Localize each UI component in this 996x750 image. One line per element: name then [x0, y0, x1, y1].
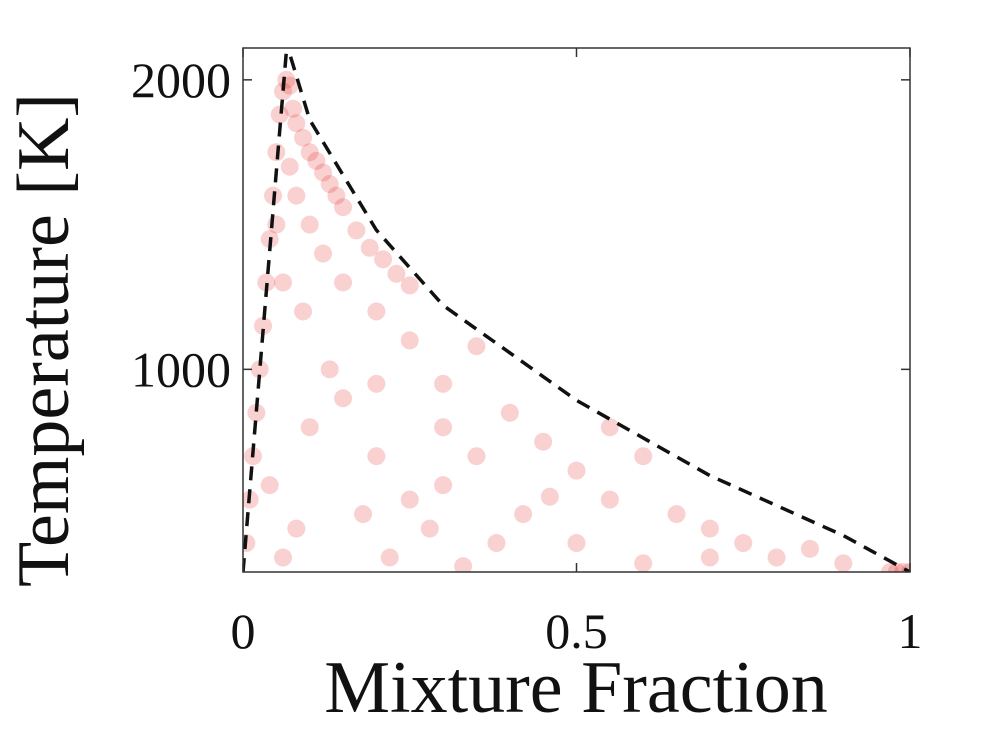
scatter-point — [387, 264, 406, 283]
scatter-point — [270, 105, 289, 124]
scatter-point — [354, 505, 373, 524]
scatter-point — [434, 374, 453, 393]
scatter-point — [374, 250, 393, 269]
scatter-point — [320, 175, 339, 194]
scatter-point — [314, 244, 333, 263]
scatter-point — [300, 143, 319, 162]
scatter-point — [434, 418, 453, 437]
scatter-point — [274, 82, 293, 101]
scatter-point — [280, 157, 299, 176]
scatter-point — [400, 331, 419, 350]
scatter-point — [634, 554, 653, 572]
scatter-point — [367, 374, 386, 393]
scatter-point — [700, 548, 719, 567]
line-series — [243, 48, 910, 572]
scatter-point — [400, 490, 419, 509]
scatter-point — [400, 276, 419, 295]
scatter-point — [667, 505, 686, 524]
x-tick-label: 1 — [898, 603, 923, 659]
scatter-point — [700, 519, 719, 538]
scatter-point — [294, 128, 313, 147]
scatter-point — [534, 432, 553, 451]
scatter-point — [294, 302, 313, 321]
scatter-point — [420, 519, 439, 538]
scatter-point — [380, 548, 399, 567]
scatter-point — [887, 563, 906, 572]
scatter-point — [454, 557, 473, 572]
scatter-point — [254, 316, 273, 335]
scatter-point — [367, 447, 386, 466]
scatter-point — [260, 476, 279, 495]
scatter-point — [247, 403, 266, 422]
scatter-point — [600, 490, 619, 509]
y-tick-label: 1000 — [131, 341, 231, 397]
scatter-point — [467, 447, 486, 466]
x-tick-label: 0 — [231, 603, 256, 659]
scatter-point — [487, 534, 506, 553]
scatter-point — [734, 534, 753, 553]
scatter-point — [274, 548, 293, 567]
y-tick-label: 2000 — [131, 52, 231, 108]
scatter-point — [540, 487, 559, 506]
x-axis-label: Mixture Fraction — [324, 647, 828, 729]
scatter-point — [567, 461, 586, 480]
scatter-point — [800, 539, 819, 558]
scatter-point — [334, 389, 353, 408]
plot-frame — [242, 47, 911, 573]
scatter-point — [320, 360, 339, 379]
scatter-point — [347, 221, 366, 240]
scatter-point — [360, 238, 379, 257]
scatter-point — [467, 337, 486, 356]
scatter-point — [500, 403, 519, 422]
scatter-point — [243, 490, 259, 509]
scatter-point — [314, 163, 333, 182]
scatter-point — [307, 151, 326, 170]
scatter-point — [327, 186, 346, 205]
scatter-point — [514, 505, 533, 524]
scatter-point — [287, 519, 306, 538]
scatter-point — [334, 273, 353, 292]
scatter-point — [367, 302, 386, 321]
scatter-point — [277, 70, 296, 89]
plot-area — [243, 48, 910, 572]
scatter-point — [287, 186, 306, 205]
scatter-point — [334, 198, 353, 217]
scatter-point — [250, 360, 269, 379]
scatter-point — [300, 418, 319, 437]
scatter-point — [287, 114, 306, 133]
scatter-point — [284, 99, 303, 118]
scatter-point — [567, 534, 586, 553]
scatter-point — [600, 418, 619, 437]
scatter-point — [767, 548, 786, 567]
y-axis-label: Temperature [K] — [3, 93, 85, 587]
scatter-point — [434, 476, 453, 495]
scatter-point — [834, 554, 853, 572]
scatter-point — [300, 215, 319, 234]
x-tick-label: 0.5 — [545, 603, 608, 659]
scatter-point — [274, 273, 293, 292]
scatter-point — [634, 447, 653, 466]
scatter-point — [267, 215, 286, 234]
scatter-point — [257, 273, 276, 292]
